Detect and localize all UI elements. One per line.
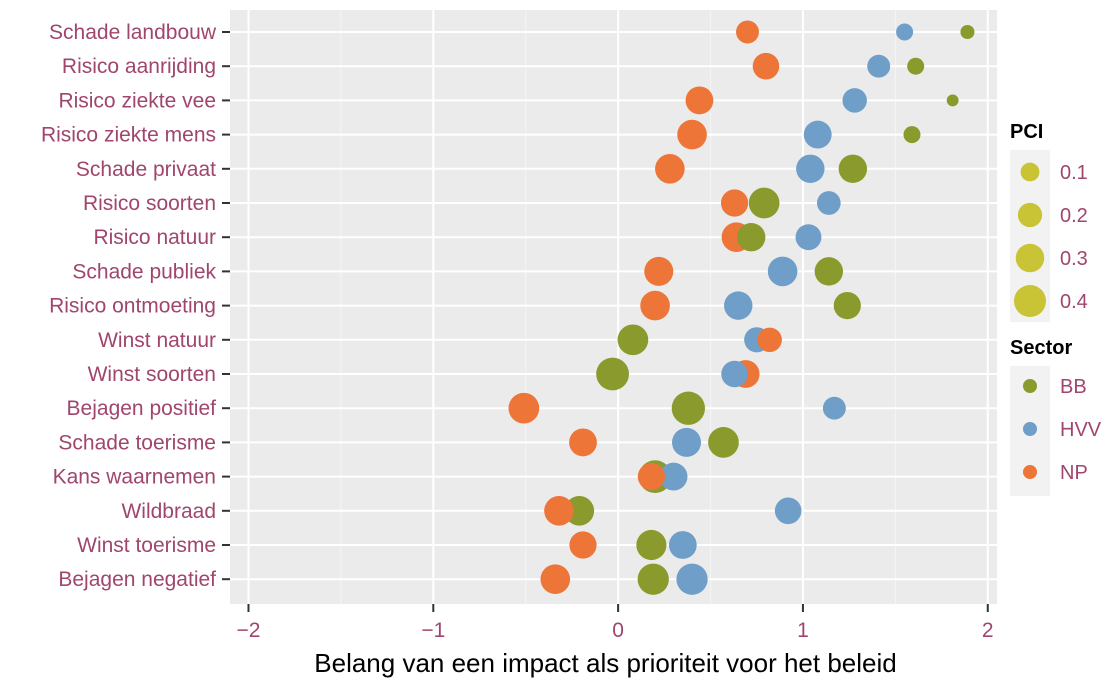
- y-tick-label: Bejagen positief: [67, 397, 217, 420]
- point-np: [677, 119, 707, 150]
- x-tick-label: −2: [237, 619, 261, 642]
- point-np: [540, 564, 571, 595]
- y-tick-label: Winst toerisme: [77, 534, 216, 557]
- y-tick-label: Winst soorten: [88, 363, 216, 386]
- point-hvv: [816, 191, 841, 215]
- point-bb: [907, 57, 925, 75]
- point-bb: [637, 563, 669, 595]
- y-tick-label: Kans waarnemen: [53, 466, 216, 489]
- point-bb: [960, 24, 975, 40]
- y-tick-label: Schade publiek: [72, 260, 216, 283]
- legend-sector-label: BB: [1060, 376, 1087, 398]
- point-hvv: [796, 154, 825, 184]
- x-tick-label: −1: [421, 619, 445, 642]
- y-tick-label: Risico aanrijding: [62, 55, 216, 78]
- point-hvv: [803, 120, 832, 149]
- point-bb: [596, 357, 629, 391]
- legend-pci-key: [1013, 284, 1047, 318]
- point-hvv: [724, 291, 753, 320]
- y-tick-label: Risico ontmoeting: [49, 295, 216, 318]
- point-bb: [564, 495, 595, 526]
- point-hvv: [774, 497, 802, 525]
- point-bb: [671, 391, 706, 425]
- point-hvv: [822, 396, 846, 420]
- point-np: [544, 495, 574, 526]
- point-np: [508, 392, 540, 424]
- point-bb: [903, 126, 921, 144]
- point-np: [640, 290, 670, 321]
- point-np: [757, 327, 782, 353]
- point-np: [637, 463, 665, 491]
- plot-panel: [230, 10, 997, 604]
- legend-pci-key: [1015, 243, 1045, 273]
- y-tick-label: Winst natuur: [98, 329, 216, 352]
- y-tick-label: Schade privaat: [76, 158, 216, 181]
- point-bb: [946, 94, 959, 107]
- point-np: [655, 153, 685, 184]
- y-tick-label: Schade toerisme: [58, 431, 216, 454]
- x-tick-label: 0: [612, 619, 624, 642]
- legend-sector-key-bb: [1023, 379, 1037, 393]
- y-tick-label: Risico soorten: [83, 192, 216, 215]
- x-axis-title: Belang van een impact als prioriteit voo…: [314, 648, 896, 678]
- legend-pci-label: 0.1: [1060, 162, 1088, 184]
- point-np: [720, 189, 749, 217]
- point-hvv: [659, 462, 688, 491]
- x-axis: −2 −1 0 1 2: [237, 604, 994, 642]
- legend-sector-key-np: [1023, 465, 1037, 479]
- y-tick-label: Wildbraad: [121, 500, 216, 523]
- legend-pci-label: 0.3: [1060, 248, 1088, 270]
- legend-sector-key-hvv: [1023, 422, 1037, 436]
- point-hvv: [668, 531, 697, 559]
- legend-pci-key: [1020, 162, 1040, 182]
- point-hvv: [896, 23, 914, 41]
- legend-pci-items: 0.1 0.2 0.3 0.4: [1013, 162, 1088, 318]
- point-bb: [736, 222, 766, 252]
- point-bb: [708, 427, 739, 458]
- point-np: [736, 20, 759, 44]
- minor-gridlines: [340, 10, 896, 604]
- legend-title-sector: Sector: [1010, 337, 1072, 359]
- point-np: [685, 86, 714, 115]
- point-bb: [814, 257, 844, 286]
- point-hvv: [671, 427, 702, 457]
- legend-sector-label: HVV: [1060, 419, 1102, 441]
- y-tick-label: Risico natuur: [93, 226, 216, 249]
- point-bb: [838, 154, 868, 184]
- legend: PCI 0.1 0.2 0.3 0.4 Sector BB HVV NP: [1010, 121, 1102, 496]
- y-tick-label: Schade landbouw: [49, 21, 217, 44]
- point-np: [752, 52, 780, 80]
- major-gridlines: [230, 10, 997, 604]
- y-tick-label: Bejagen negatief: [58, 568, 216, 591]
- point-hvv: [676, 563, 708, 595]
- x-tick-label: 2: [982, 619, 994, 642]
- legend-pci-key: [1017, 202, 1043, 228]
- legend-pci-label: 0.2: [1060, 205, 1088, 227]
- point-np: [569, 428, 597, 457]
- point-hvv: [721, 360, 748, 388]
- point-bb: [636, 529, 667, 561]
- data-points: [508, 20, 975, 595]
- point-np: [569, 531, 597, 559]
- y-tick-label: Risico ziekte vee: [58, 89, 216, 112]
- point-hvv: [767, 256, 798, 287]
- point-hvv: [795, 224, 822, 251]
- legend-title-pci: PCI: [1010, 121, 1043, 143]
- point-np: [644, 256, 674, 286]
- point-hvv: [842, 88, 867, 113]
- point-hvv: [867, 54, 891, 78]
- legend-pci-label: 0.4: [1060, 291, 1088, 313]
- legend-sector-items: BB HVV NP: [1023, 376, 1102, 484]
- y-axis: Schade landbouw Risico aanrijding Risico z…: [41, 21, 230, 591]
- y-tick-label: Risico ziekte mens: [41, 124, 216, 147]
- legend-sector-label: NP: [1060, 462, 1088, 484]
- x-tick-label: 1: [797, 619, 809, 642]
- point-bb: [833, 292, 861, 320]
- point-bb: [748, 187, 780, 219]
- point-bb: [617, 324, 649, 356]
